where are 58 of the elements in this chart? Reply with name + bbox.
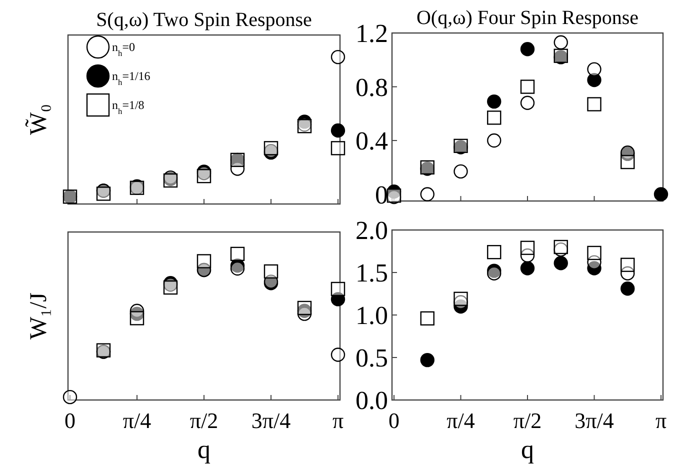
y-axis-title: W̃₀	[24, 104, 52, 136]
point	[520, 261, 535, 276]
y-axis-title: W₁/J	[26, 292, 52, 340]
point	[196, 168, 212, 184]
point	[196, 254, 212, 268]
y-tick-label: 1.0	[356, 301, 388, 330]
point	[554, 256, 568, 270]
x-tick-label: π/4	[446, 408, 475, 433]
point	[96, 186, 111, 201]
point	[620, 282, 635, 296]
point	[620, 154, 635, 170]
point	[264, 141, 278, 156]
point	[587, 261, 602, 276]
y-tick-label: 1.5	[356, 258, 388, 288]
y-tick-label: 0.5	[356, 344, 388, 373]
legend-label: n$_{h}$=1/16	[112, 69, 150, 87]
point	[654, 187, 668, 202]
point	[130, 306, 144, 321]
point	[130, 311, 144, 326]
x-axis-title: q	[198, 435, 210, 464]
point	[330, 282, 346, 296]
point	[487, 266, 502, 280]
legend-label: n$_{h}$=1/8	[112, 98, 144, 116]
y-tick-label: 0.8	[356, 72, 388, 102]
point	[386, 184, 402, 199]
point	[264, 264, 278, 279]
point	[520, 42, 535, 56]
point	[163, 280, 178, 295]
chart-title: S(q,ω) Two Spin Response	[96, 9, 312, 31]
y-tick-label: 2.0	[356, 216, 388, 246]
point	[230, 261, 245, 276]
x-tick-label: π	[332, 408, 344, 433]
point	[454, 292, 468, 306]
point	[297, 300, 312, 316]
point	[297, 304, 312, 318]
x-tick-label: 3π/4	[251, 408, 291, 433]
x-tick-label: π/2	[513, 408, 542, 433]
x-tick-label: π/4	[122, 408, 152, 433]
point	[487, 264, 502, 278]
point	[420, 352, 434, 368]
x-tick-label: 3π/4	[574, 408, 614, 433]
legend-label: n$_{h}$=0	[112, 40, 135, 58]
x-tick-label: 0	[64, 408, 76, 433]
y-tick-label: 0.4	[356, 126, 388, 156]
point	[330, 292, 346, 306]
y-tick-label: 0.0	[356, 386, 388, 416]
x-tick-label: π	[655, 408, 667, 433]
point	[454, 299, 468, 314]
point	[297, 114, 312, 129]
point	[487, 94, 502, 109]
point	[230, 258, 245, 273]
y-tick-label: 1.2	[356, 19, 388, 48]
x-tick-label: π/2	[190, 408, 218, 433]
x-axis-title: q	[521, 435, 534, 464]
y-tick-label: 0	[375, 180, 388, 210]
chart-title: O(q,ω) Four Spin Response	[416, 7, 639, 29]
point	[330, 123, 346, 138]
point	[587, 72, 602, 88]
